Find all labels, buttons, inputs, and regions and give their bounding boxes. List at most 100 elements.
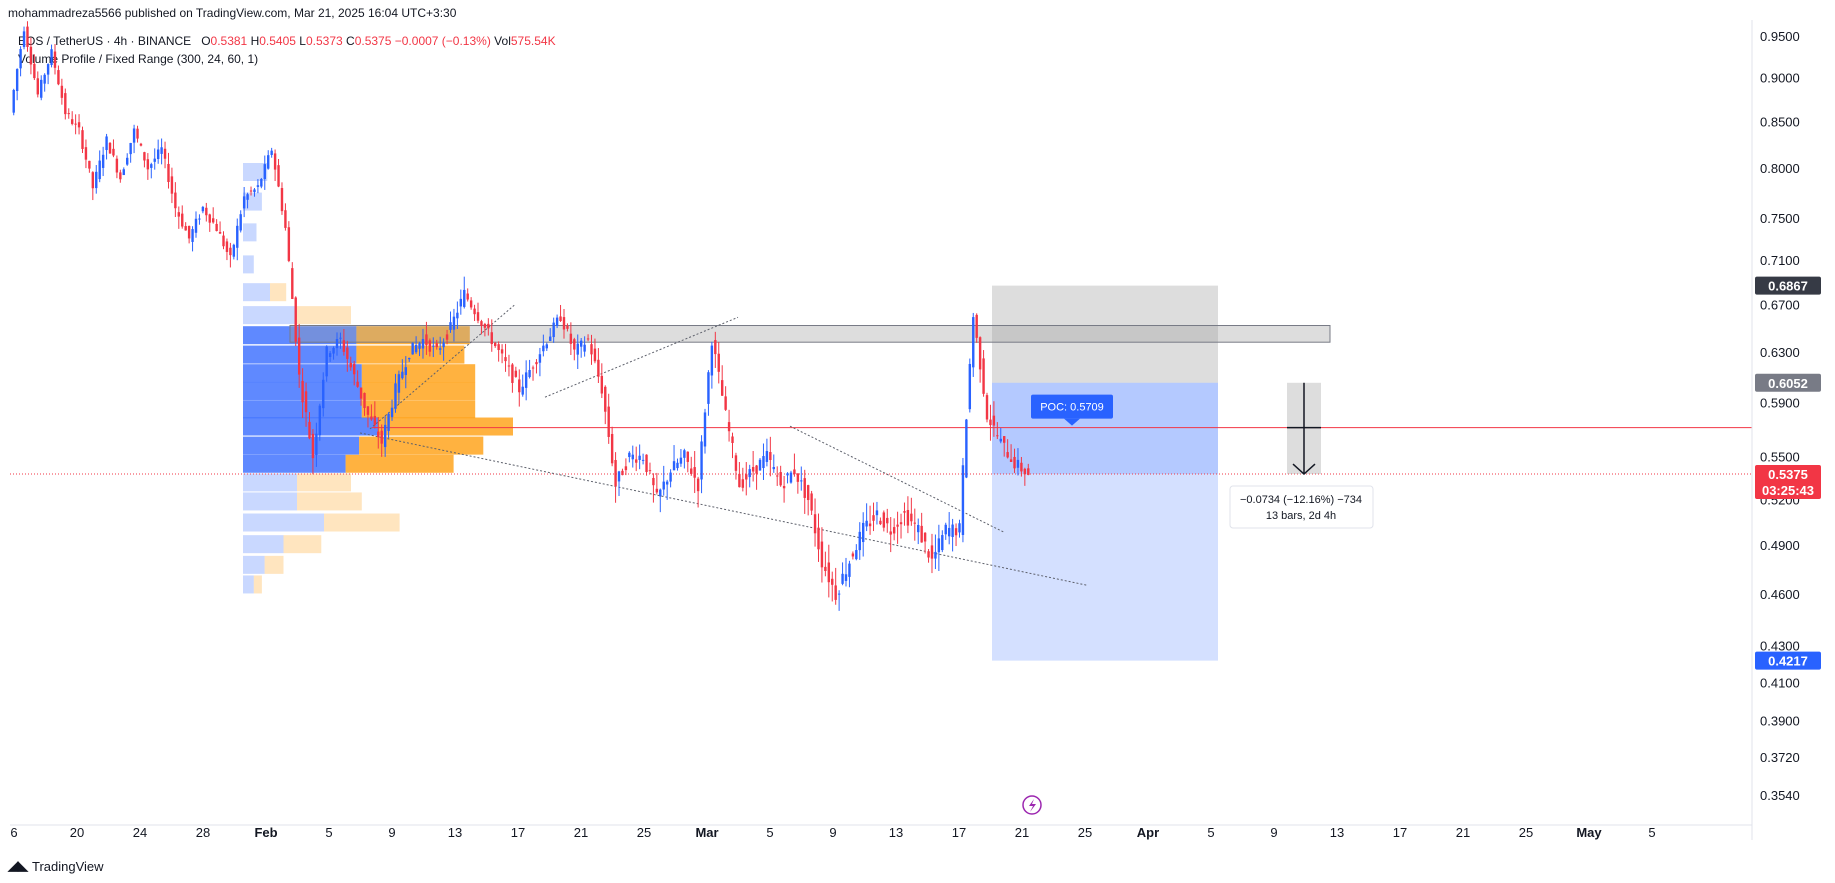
candle-body bbox=[146, 159, 150, 170]
candle-body bbox=[70, 119, 74, 124]
publisher-line: mohammadreza5566 published on TradingVie… bbox=[8, 6, 457, 20]
candle-body bbox=[156, 149, 160, 160]
candle-body bbox=[662, 481, 665, 490]
candle-body bbox=[621, 470, 624, 476]
candle-body bbox=[1009, 459, 1013, 462]
candle-body bbox=[576, 343, 579, 355]
candle-body bbox=[74, 123, 77, 125]
volume-profile-down-bar bbox=[297, 473, 351, 492]
candle-body bbox=[731, 436, 734, 443]
candle-body bbox=[225, 241, 229, 252]
candle-body bbox=[978, 337, 982, 370]
candle-body bbox=[421, 339, 425, 349]
candle-body bbox=[542, 345, 545, 352]
candle-body bbox=[359, 387, 363, 399]
candle-body bbox=[112, 148, 115, 156]
candle-body bbox=[810, 493, 813, 511]
candle-body bbox=[566, 325, 569, 329]
candle-body bbox=[181, 213, 184, 227]
x-tick-label: Feb bbox=[254, 825, 277, 840]
candle-body bbox=[476, 312, 480, 321]
price-tag-label: 0.5375 bbox=[1768, 467, 1808, 482]
candle-body bbox=[999, 438, 1002, 442]
candle-body bbox=[232, 244, 236, 257]
candle-body bbox=[15, 69, 19, 92]
candle-body bbox=[194, 218, 198, 233]
symbol-name[interactable]: EOS / TetherUS · 4h · BINANCE bbox=[18, 34, 192, 48]
x-tick-label: 21 bbox=[574, 825, 588, 840]
candle-body bbox=[267, 155, 270, 169]
candle-body bbox=[136, 128, 139, 139]
candle-body bbox=[414, 345, 418, 353]
x-tick-label: 5 bbox=[1207, 825, 1214, 840]
lightning-bolt-icon bbox=[1029, 799, 1036, 812]
poc-label-pointer bbox=[1064, 418, 1080, 426]
candle-body bbox=[12, 89, 15, 113]
x-tick-label: 21 bbox=[1456, 825, 1470, 840]
candle-body bbox=[153, 158, 156, 162]
candle-body bbox=[483, 323, 487, 328]
candle-body bbox=[390, 407, 394, 418]
candle-body bbox=[22, 31, 26, 47]
candle-body bbox=[500, 349, 504, 354]
candle-body bbox=[889, 531, 892, 535]
candle-body bbox=[301, 380, 304, 403]
candle-body bbox=[641, 459, 645, 461]
candle-body bbox=[635, 459, 638, 463]
candle-body bbox=[91, 172, 95, 189]
candle-body bbox=[50, 49, 53, 65]
candle-body bbox=[387, 413, 390, 431]
indicator-legend[interactable]: Volume Profile / Fixed Range (300, 24, 6… bbox=[18, 52, 259, 66]
candle-body bbox=[222, 235, 225, 247]
candle-body bbox=[652, 477, 655, 486]
candle-body bbox=[734, 455, 738, 471]
candle-body bbox=[397, 374, 401, 393]
candle-body bbox=[174, 192, 177, 209]
countdown-label: 03:25:43 bbox=[1762, 483, 1814, 498]
candle-body bbox=[95, 171, 98, 189]
candle-body bbox=[786, 473, 789, 476]
volume-profile-down-bar bbox=[283, 535, 322, 554]
candle-body bbox=[934, 551, 937, 559]
high-value: 0.5405 bbox=[259, 34, 296, 48]
brand[interactable]: ◢◣ TradingView bbox=[8, 858, 104, 874]
stop-zone bbox=[992, 285, 1218, 383]
candle-body bbox=[720, 380, 724, 396]
candle-body bbox=[514, 370, 518, 377]
candle-body bbox=[311, 433, 315, 459]
candle-body bbox=[992, 415, 996, 426]
candle-body bbox=[772, 467, 775, 470]
candle-body bbox=[339, 337, 342, 339]
candle-body bbox=[927, 551, 930, 558]
candle-body bbox=[679, 457, 683, 464]
candle-body bbox=[366, 406, 370, 415]
candle-body bbox=[291, 268, 294, 299]
candle-body bbox=[882, 512, 886, 528]
candle-body bbox=[906, 509, 910, 526]
candle-body bbox=[910, 513, 913, 522]
x-tick-label: 25 bbox=[1078, 825, 1092, 840]
candle-body bbox=[559, 316, 562, 321]
volume-profile-up-bar bbox=[243, 192, 262, 211]
volume-profile-down-bar bbox=[324, 513, 400, 532]
candle-body bbox=[356, 381, 359, 387]
candle-body bbox=[497, 344, 500, 351]
candle-body bbox=[518, 379, 521, 393]
candle-body bbox=[370, 416, 373, 420]
candle-body bbox=[958, 523, 961, 533]
volume-profile-up-bar bbox=[243, 473, 297, 492]
close-label: C bbox=[346, 34, 355, 48]
candle-body bbox=[782, 486, 786, 489]
candle-body bbox=[105, 136, 108, 151]
trade-box[interactable]: POC: 0.5709 bbox=[992, 285, 1218, 661]
candle-body bbox=[236, 225, 239, 248]
candle-body bbox=[944, 524, 947, 535]
price-tag-label: 0.6867 bbox=[1768, 279, 1808, 294]
x-tick-label: 17 bbox=[511, 825, 525, 840]
candle-body bbox=[401, 371, 404, 379]
candle-body bbox=[352, 363, 356, 375]
volume-profile-down-bar bbox=[264, 555, 284, 574]
candle-body bbox=[84, 147, 88, 160]
